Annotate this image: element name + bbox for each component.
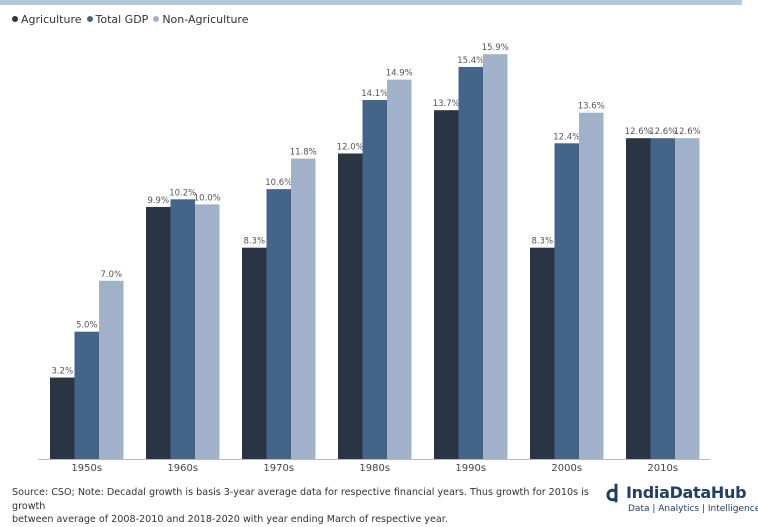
bar-non-agriculture-1970s[interactable] — [291, 158, 316, 459]
data-label-non-agriculture-1970s: 11.8% — [290, 148, 317, 158]
source-note-line-2: between average of 2008-2010 and 2018-20… — [12, 514, 448, 525]
data-label-agriculture-2010s: 12.6% — [625, 127, 652, 137]
x-tick-label-1970s: 1970s — [263, 463, 294, 474]
bar-agriculture-1950s[interactable] — [50, 377, 75, 459]
data-label-non-agriculture-1960s: 10.0% — [194, 193, 221, 203]
data-label-non-agriculture-1950s: 7.0% — [100, 270, 122, 280]
x-tick-label-1990s: 1990s — [455, 463, 486, 474]
logo-mark-icon — [606, 483, 618, 503]
bar-total-gdp-1950s[interactable] — [74, 331, 100, 459]
bar-total-gdp-2000s[interactable] — [554, 143, 580, 459]
data-label-total-gdp-1950s: 5.0% — [76, 321, 98, 331]
logo-wordmark: IndiaDataHub — [626, 483, 747, 502]
data-label-agriculture-1990s: 13.7% — [433, 99, 460, 109]
legend-label-non-agriculture: Non-Agriculture — [162, 12, 249, 26]
bar-non-agriculture-2000s[interactable] — [579, 112, 604, 459]
bar-agriculture-1990s[interactable] — [434, 110, 459, 459]
bar-total-gdp-2010s[interactable] — [650, 138, 676, 459]
data-label-total-gdp-1980s: 14.1% — [361, 89, 388, 99]
bar-non-agriculture-1950s[interactable] — [99, 280, 124, 459]
bar-total-gdp-1990s[interactable] — [458, 66, 484, 459]
legend-marker-agriculture — [12, 16, 18, 22]
data-label-non-agriculture-2000s: 13.6% — [578, 102, 605, 112]
x-tick-label-1960s: 1960s — [167, 463, 198, 474]
data-label-agriculture-2000s: 8.3% — [531, 237, 553, 247]
bar-agriculture-1980s[interactable] — [338, 153, 363, 460]
chart-legend: Agriculture Total GDP Non-Agriculture — [12, 11, 253, 27]
data-label-total-gdp-2000s: 12.4% — [553, 132, 580, 142]
legend-item-agriculture[interactable]: Agriculture — [12, 13, 82, 26]
legend-item-non-agriculture[interactable]: Non-Agriculture — [153, 13, 248, 26]
bar-total-gdp-1970s[interactable] — [266, 189, 292, 460]
bar-non-agriculture-1990s[interactable] — [483, 54, 508, 459]
top-accent-bar — [0, 0, 742, 5]
brand-logo[interactable]: IndiaDataHub Data | Analytics | Intellig… — [604, 482, 758, 518]
data-label-agriculture-1970s: 8.3% — [243, 237, 265, 247]
bar-non-agriculture-2010s[interactable] — [675, 138, 700, 459]
data-label-total-gdp-1990s: 15.4% — [457, 56, 484, 66]
data-label-non-agriculture-1990s: 15.9% — [482, 43, 509, 53]
bar-total-gdp-1960s[interactable] — [170, 199, 196, 459]
bar-agriculture-2010s[interactable] — [626, 138, 651, 459]
legend-item-total-gdp[interactable]: Total GDP — [86, 12, 149, 26]
bar-agriculture-1960s[interactable] — [146, 206, 171, 459]
logo-tagline: Data | Analytics | Intelligence — [628, 504, 758, 514]
legend-marker-non-agriculture — [153, 16, 160, 22]
data-label-non-agriculture-2010s: 12.6% — [674, 127, 701, 137]
x-tick-label-1980s: 1980s — [359, 463, 390, 474]
bar-agriculture-1970s[interactable] — [242, 247, 267, 459]
x-tick-label-2000s: 2000s — [551, 463, 582, 474]
bar-total-gdp-1980s[interactable] — [362, 100, 388, 459]
bar-non-agriculture-1980s[interactable] — [387, 79, 412, 460]
source-note-line-1: Source: CSO; Note: Decadal growth is bas… — [12, 487, 589, 512]
data-label-agriculture-1950s: 3.2% — [51, 367, 73, 377]
data-label-non-agriculture-1980s: 14.9% — [386, 69, 413, 79]
x-tick-label-2010s: 2010s — [647, 463, 678, 474]
bar-chart: 3.2% 5.0% 7.0% 1950s 9.9%10.2%10.0% 1960s 8.3%… — [38, 43, 710, 474]
data-label-total-gdp-2010s: 12.6% — [649, 127, 676, 137]
x-tick-label-1950s: 1950s — [71, 463, 102, 474]
legend-marker-total-gdp — [86, 16, 93, 22]
data-label-agriculture-1960s: 9.9% — [147, 196, 169, 206]
legend-label-total-gdp: Total GDP — [95, 12, 149, 26]
source-note: Source: CSO; Note: Decadal growth is bas… — [12, 486, 597, 527]
data-label-total-gdp-1960s: 10.2% — [169, 188, 196, 198]
bar-agriculture-2000s[interactable] — [530, 247, 555, 459]
data-label-agriculture-1980s: 12.0% — [337, 142, 364, 152]
bar-non-agriculture-1960s[interactable] — [195, 204, 220, 459]
legend-label-agriculture: Agriculture — [21, 12, 82, 26]
data-label-total-gdp-1970s: 10.6% — [265, 178, 292, 188]
